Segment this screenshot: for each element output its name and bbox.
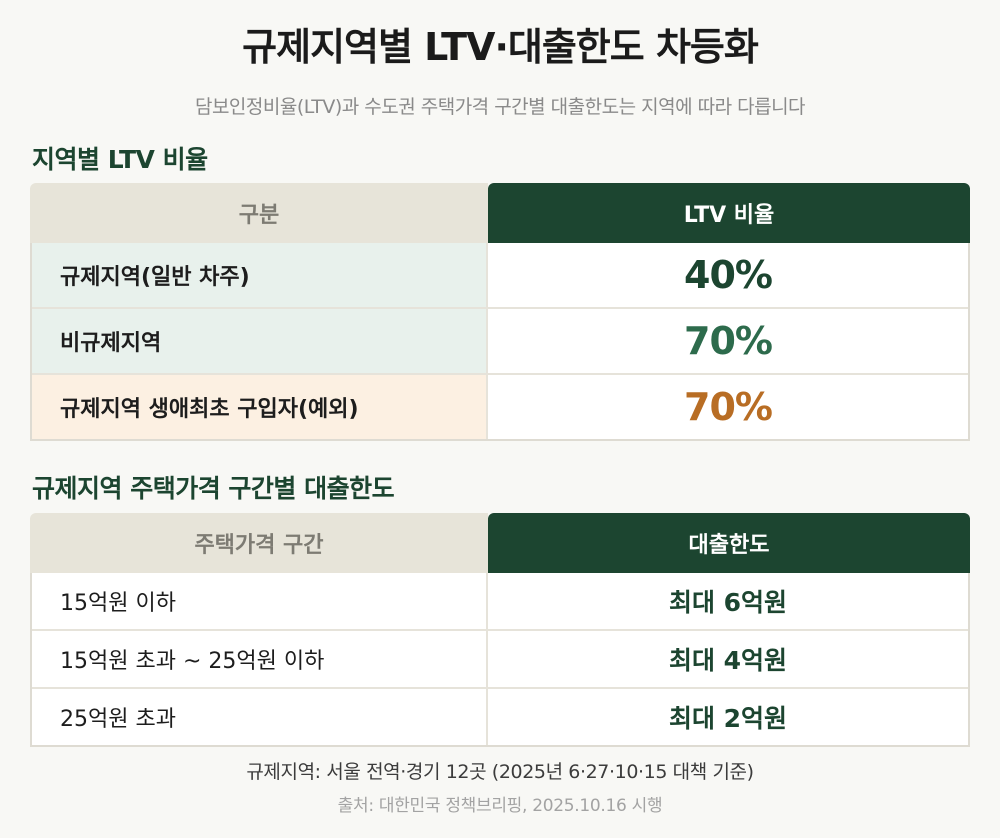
ltv-row-value-cell: 40% (488, 243, 968, 307)
limit-row-label: 25억원 초과 (32, 689, 488, 745)
page-title: 규제지역별 LTV·대출한도 차등화 (242, 25, 759, 69)
page-subtitle: 담보인정비율(LTV)과 수도권 주택가격 구간별 대출한도는 지역에 따라 다… (194, 96, 806, 118)
ltv-row-value-cell: 70% (488, 375, 968, 439)
ltv-row-label: 규제지역 생애최초 구입자(예외) (32, 375, 488, 439)
table-row: 비규제지역 70% (32, 307, 968, 373)
ltv-table-header: 구분 LTV 비율 (30, 183, 970, 243)
limit-table: 주택가격 구간 대출한도 15억원 이하 최대 6억원 15억원 초과 ~ 25… (30, 513, 970, 747)
ltv-row-label: 비규제지역 (32, 309, 488, 373)
source-note: 출처: 대한민국 정책브리핑, 2025.10.16 시행 (337, 796, 663, 816)
table-row: 규제지역(일반 차주) 40% (32, 243, 968, 307)
limit-row-value-cell: 최대 6억원 (488, 573, 968, 629)
limit-row-value: 최대 4억원 (668, 646, 788, 675)
ltv-table: 구분 LTV 비율 규제지역(일반 차주) 40% 비규제지역 70% 규제지역… (30, 183, 970, 441)
limit-table-body: 15억원 이하 최대 6억원 15억원 초과 ~ 25억원 이하 최대 4억원 … (30, 573, 970, 747)
limit-row-value-cell: 최대 2억원 (488, 689, 968, 745)
ltv-table-body: 규제지역(일반 차주) 40% 비규제지역 70% 규제지역 생애최초 구입자(… (30, 243, 970, 441)
ltv-row-label: 규제지역(일반 차주) (32, 243, 488, 307)
limit-row-label: 15억원 이하 (32, 573, 488, 629)
ltv-row-value: 40% (684, 253, 773, 297)
ltv-row-value: 70% (684, 385, 773, 429)
limit-row-value: 최대 2억원 (668, 704, 788, 733)
ltv-header-category: 구분 (30, 183, 488, 243)
ltv-row-value: 70% (684, 319, 773, 363)
limit-table-header: 주택가격 구간 대출한도 (30, 513, 970, 573)
ltv-row-value-cell: 70% (488, 309, 968, 373)
table-row: 25억원 초과 최대 2억원 (32, 687, 968, 745)
limit-header-loan-limit: 대출한도 (488, 513, 970, 573)
limit-row-label: 15억원 초과 ~ 25억원 이하 (32, 631, 488, 687)
limit-row-value-cell: 최대 4억원 (488, 631, 968, 687)
limit-section-title: 규제지역 주택가격 구간별 대출한도 (32, 474, 395, 503)
table-row: 규제지역 생애최초 구입자(예외) 70% (32, 373, 968, 439)
ltv-header-ratio: LTV 비율 (488, 183, 970, 243)
regulated-area-note: 규제지역: 서울 전역·경기 12곳 (2025년 6·27·10·15 대책 … (246, 761, 754, 783)
limit-row-value: 최대 6억원 (668, 588, 788, 617)
table-row: 15억원 초과 ~ 25억원 이하 최대 4억원 (32, 629, 968, 687)
table-row: 15억원 이하 최대 6억원 (32, 573, 968, 629)
ltv-section-title: 지역별 LTV 비율 (32, 145, 208, 174)
limit-header-price-range: 주택가격 구간 (30, 513, 488, 573)
